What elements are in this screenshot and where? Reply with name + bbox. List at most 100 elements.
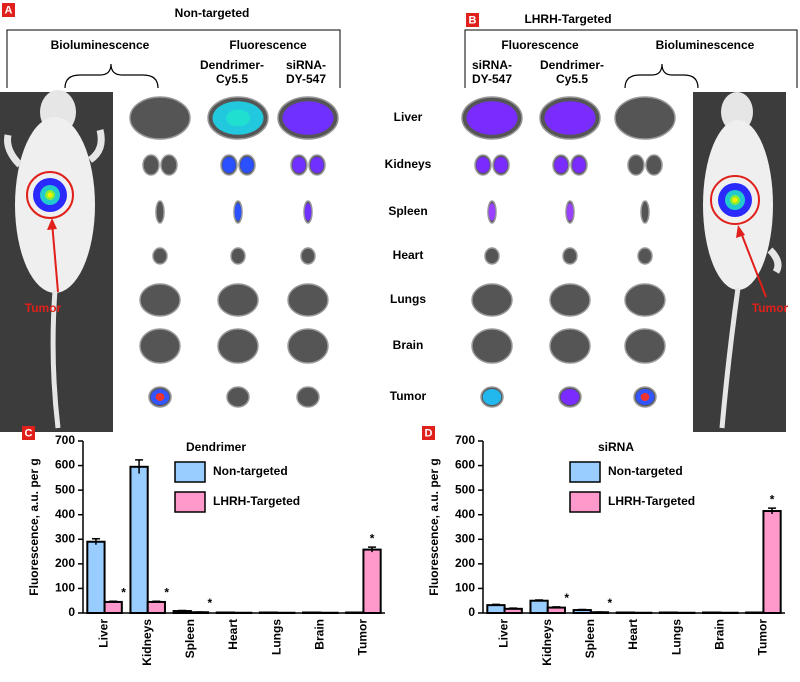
column-label: DY-547 [472, 72, 512, 86]
panel-letter: D [425, 427, 433, 439]
y-axis-label: Fluorescence, a.u. per g [27, 458, 41, 595]
x-tick-label: Kidneys [140, 619, 154, 666]
organ [139, 328, 181, 364]
x-tick-label: Lungs [669, 619, 683, 655]
significance-mark: * [770, 492, 775, 506]
organ-signal [566, 203, 574, 221]
x-tick-label: Lungs [269, 619, 283, 655]
x-tick-label: Kidneys [540, 619, 554, 666]
tumor-label: Tumor [752, 301, 789, 315]
x-tick-label: Heart [226, 619, 240, 650]
organ-signal [560, 389, 580, 405]
bracket [6, 29, 341, 88]
x-tick-label: Liver [497, 619, 511, 648]
y-tick-label: 500 [55, 482, 75, 496]
organ-label: Spleen [388, 204, 427, 218]
organ [155, 200, 165, 224]
mouse-image [0, 90, 113, 432]
panel-letter: B [469, 14, 477, 26]
organ-label: Lungs [390, 292, 426, 306]
significance-mark: * [121, 585, 126, 599]
legend-swatch [174, 491, 206, 513]
bar [362, 548, 382, 614]
significance-mark: * [608, 596, 613, 610]
error-bar [535, 599, 544, 602]
organ-signal [226, 109, 250, 127]
organ-signal [482, 389, 502, 405]
panel-letter-box [466, 13, 479, 27]
organ [152, 247, 168, 265]
bar [86, 540, 106, 614]
organ-signal [466, 101, 518, 135]
y-tick-label: 700 [55, 433, 75, 447]
significance-mark: * [208, 596, 213, 610]
panel-letter: A [5, 4, 13, 16]
organ [484, 247, 500, 265]
organ-images [129, 96, 676, 408]
column-label: siRNA- [472, 58, 512, 72]
panel-title: LHRH-Targeted [524, 12, 611, 26]
organ [645, 154, 663, 176]
brace [64, 63, 159, 89]
organ [142, 154, 160, 176]
organ-label: Heart [393, 248, 424, 262]
bar [762, 510, 782, 614]
organ [471, 328, 513, 364]
error-bar [109, 600, 118, 603]
organ-signal [488, 203, 496, 221]
organ-signal [476, 157, 490, 173]
organ-signal [240, 157, 254, 173]
group-label: Bioluminescence [51, 38, 150, 52]
organ [226, 386, 250, 408]
organ [614, 96, 676, 140]
legend-label: Non-targeted [213, 464, 288, 478]
error-bar [578, 608, 587, 611]
organ [549, 283, 591, 317]
tumor-label: Tumor [25, 301, 62, 315]
column-label: siRNA- [286, 58, 326, 72]
x-tick-label: Spleen [583, 619, 597, 658]
organ [129, 96, 191, 140]
y-tick-label: 0 [68, 605, 75, 619]
error-bar [491, 603, 500, 606]
organ [624, 283, 666, 317]
organ-signal [234, 203, 242, 221]
organ [562, 247, 578, 265]
organ-signal [554, 157, 568, 173]
x-tick-label: Brain [312, 619, 326, 650]
legend-label: LHRH-Targeted [213, 494, 300, 508]
organ-signal [292, 157, 306, 173]
organ [549, 328, 591, 364]
organ [230, 247, 246, 265]
y-tick-label: 100 [455, 581, 475, 595]
error-bar [135, 459, 144, 474]
error-bar [368, 546, 377, 553]
organ [296, 386, 320, 408]
organ [640, 200, 650, 224]
organ-signal [310, 157, 324, 173]
column-label: Cy5.5 [216, 72, 248, 86]
organ-label: Tumor [390, 389, 427, 403]
panel-letter: C [25, 427, 33, 439]
y-tick-label: 200 [455, 556, 475, 570]
y-tick-label: 400 [55, 507, 75, 521]
x-tick-label: Tumor [356, 619, 370, 656]
organ-label: Brain [393, 338, 424, 352]
x-tick-label: Brain [712, 619, 726, 650]
y-tick-label: 100 [55, 581, 75, 595]
organ [627, 154, 645, 176]
organ-label: Liver [394, 110, 423, 124]
organ [217, 328, 259, 364]
organ [637, 247, 653, 265]
legend-swatch [174, 461, 206, 483]
organ [471, 283, 513, 317]
organ [300, 247, 316, 265]
error-bar [91, 538, 100, 545]
significance-mark: * [370, 531, 375, 545]
y-tick-label: 400 [455, 507, 475, 521]
organ [287, 328, 329, 364]
significance-mark: * [564, 591, 569, 605]
panel-letter-box [22, 426, 35, 440]
organ-signal [304, 203, 312, 221]
